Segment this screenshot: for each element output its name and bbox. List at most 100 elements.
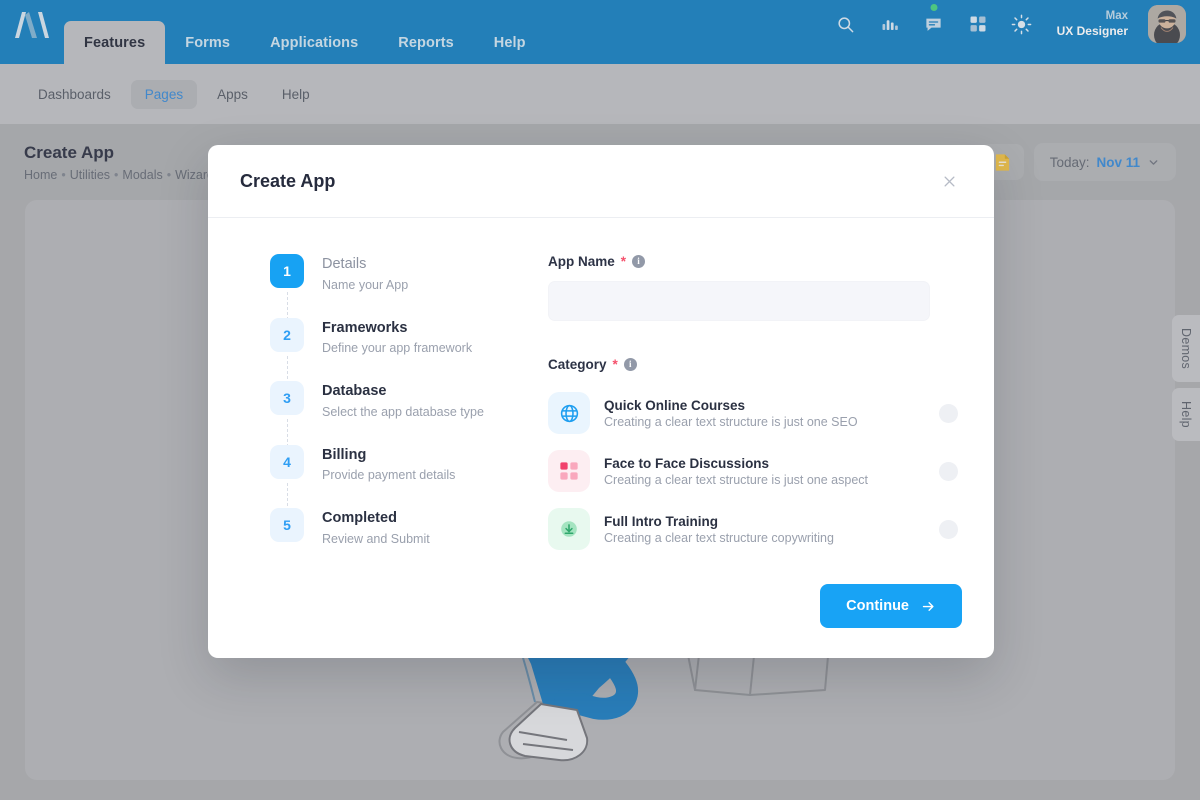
- primary-nav-tabs: Features Forms Applications Reports Help: [64, 0, 546, 64]
- nav-tab-label: Features: [84, 34, 146, 51]
- notification-dot: [930, 4, 938, 11]
- nav-tab-label: Help: [493, 35, 526, 51]
- category-radio[interactable]: [939, 461, 958, 481]
- modal-footer: Continue: [208, 566, 994, 658]
- info-icon[interactable]: i: [632, 255, 646, 268]
- date-filter[interactable]: Today: Nov 11: [1033, 143, 1176, 181]
- required-asterisk: *: [620, 254, 627, 269]
- subtab-label: Help: [281, 86, 310, 102]
- app-name-label-text: App Name: [548, 254, 615, 269]
- nav-tab-applications[interactable]: Applications: [250, 22, 378, 64]
- wizard-step-billing[interactable]: 4 Billing Provide payment details: [270, 444, 508, 521]
- close-icon[interactable]: [936, 168, 962, 194]
- wizard-step-database[interactable]: 3 Database Select the app database type: [270, 381, 508, 458]
- subtab-label: Apps: [217, 86, 248, 102]
- messages-icon[interactable]: [921, 4, 947, 37]
- category-options: Quick Online Courses Creating a clear te…: [548, 384, 962, 558]
- step-title: Database: [322, 383, 387, 400]
- breadcrumb-item-modals[interactable]: Modals: [122, 167, 163, 182]
- search-icon[interactable]: [833, 11, 859, 37]
- grid-squares-icon: [548, 450, 590, 492]
- step-connector: [286, 482, 288, 521]
- step-description: Name your App: [322, 277, 409, 292]
- category-option-full-intro-training[interactable]: Full Intro Training Creating a clear tex…: [548, 500, 962, 558]
- step-number-badge[interactable]: 5: [270, 508, 304, 543]
- modal-header: Create App: [208, 145, 994, 218]
- breadcrumb-item-utilities[interactable]: Utilities: [69, 167, 111, 182]
- wizard-stepper: 1 Details Name your App 2 Frameworks Def…: [240, 254, 508, 566]
- side-tab-demos[interactable]: Demos: [1172, 315, 1200, 383]
- continue-button[interactable]: Continue: [820, 584, 962, 628]
- user-menu[interactable]: Max UX Designer: [1057, 9, 1128, 38]
- category-label: Category * i: [548, 357, 962, 372]
- step-number-badge[interactable]: 2: [270, 317, 304, 352]
- continue-button-label: Continue: [846, 598, 909, 614]
- avatar[interactable]: [1148, 5, 1186, 43]
- breadcrumb-item-home[interactable]: Home: [24, 167, 58, 182]
- wizard-step-frameworks[interactable]: 2 Frameworks Define your app framework: [270, 317, 508, 394]
- step-connector: [286, 292, 288, 330]
- category-option-face-to-face-discussions[interactable]: Face to Face Discussions Creating a clea…: [548, 442, 962, 500]
- secondary-nav: Dashboards Pages Apps Help: [0, 64, 1200, 124]
- user-name: Max: [1105, 10, 1128, 23]
- sidebar-item-dashboards[interactable]: Dashboards: [24, 80, 125, 109]
- nav-tab-help[interactable]: Help: [474, 22, 546, 64]
- wizard-form: App Name * i Category * i: [508, 254, 962, 566]
- category-option-quick-online-courses[interactable]: Quick Online Courses Creating a clear te…: [548, 384, 962, 442]
- breadcrumb: Home • Utilities • Modals • Wizards: [24, 168, 220, 182]
- download-circle-icon: [548, 508, 590, 550]
- create-app-modal: Create App 1 Details Name your App: [208, 145, 994, 658]
- wizard-step-details[interactable]: 1 Details Name your App: [270, 254, 508, 330]
- category-description: Creating a clear text structure copywrit…: [604, 530, 834, 545]
- side-tab-help[interactable]: Help: [1172, 388, 1200, 442]
- app-name-input[interactable]: [548, 281, 930, 321]
- top-navbar: Features Forms Applications Reports Help: [0, 0, 1200, 64]
- breadcrumb-separator: •: [114, 167, 119, 182]
- wizard-step-completed[interactable]: 5 Completed Review and Submit: [270, 508, 508, 546]
- step-number-badge[interactable]: 4: [270, 444, 304, 479]
- required-asterisk: *: [612, 357, 618, 372]
- category-radio[interactable]: [939, 403, 958, 423]
- side-tab-label: Help: [1179, 401, 1193, 429]
- user-role: UX Designer: [1056, 23, 1128, 38]
- date-prefix-label: Today:: [1049, 154, 1090, 170]
- step-connector: [286, 355, 288, 394]
- step-title: Billing: [322, 446, 367, 463]
- sidebar-item-apps[interactable]: Apps: [203, 80, 262, 109]
- category-radio[interactable]: [939, 519, 958, 539]
- step-description: Provide payment details: [322, 468, 456, 483]
- nav-tab-reports[interactable]: Reports: [378, 22, 474, 64]
- subtab-label: Pages: [144, 86, 184, 102]
- side-tab-label: Demos: [1179, 328, 1193, 370]
- sidebar-item-pages[interactable]: Pages: [130, 79, 198, 109]
- app-logo[interactable]: [0, 0, 64, 64]
- nav-tab-label: Applications: [270, 35, 359, 51]
- subtab-label: Dashboards: [38, 86, 111, 102]
- globe-icon: [548, 392, 590, 434]
- theme-sun-icon[interactable]: [1009, 11, 1035, 37]
- app-name-label: App Name * i: [548, 254, 962, 269]
- info-icon[interactable]: i: [623, 358, 637, 371]
- arrow-right-icon: [922, 601, 934, 611]
- page-title: Create App: [24, 142, 115, 162]
- breadcrumb-separator: •: [166, 167, 172, 182]
- category-title: Face to Face Discussions: [604, 455, 770, 471]
- nav-tab-label: Reports: [398, 35, 454, 51]
- chevron-down-icon: [1149, 159, 1158, 165]
- step-description: Select the app database type: [322, 404, 484, 419]
- nav-tab-forms[interactable]: Forms: [165, 22, 250, 64]
- category-description: Creating a clear text structure is just …: [604, 414, 858, 429]
- analytics-icon[interactable]: [877, 11, 903, 37]
- apps-grid-icon[interactable]: [965, 11, 991, 37]
- step-title: Completed: [322, 510, 397, 527]
- breadcrumb-separator: •: [61, 167, 66, 182]
- modal-body: 1 Details Name your App 2 Frameworks Def…: [208, 218, 994, 566]
- nav-tab-label: Forms: [185, 35, 231, 51]
- nav-tab-features[interactable]: Features: [64, 21, 166, 64]
- category-description: Creating a clear text structure is just …: [604, 472, 869, 487]
- sidebar-item-help[interactable]: Help: [268, 80, 324, 109]
- date-value: Nov 11: [1096, 154, 1140, 170]
- step-number-badge[interactable]: 3: [270, 381, 304, 416]
- step-number-badge[interactable]: 1: [270, 254, 304, 288]
